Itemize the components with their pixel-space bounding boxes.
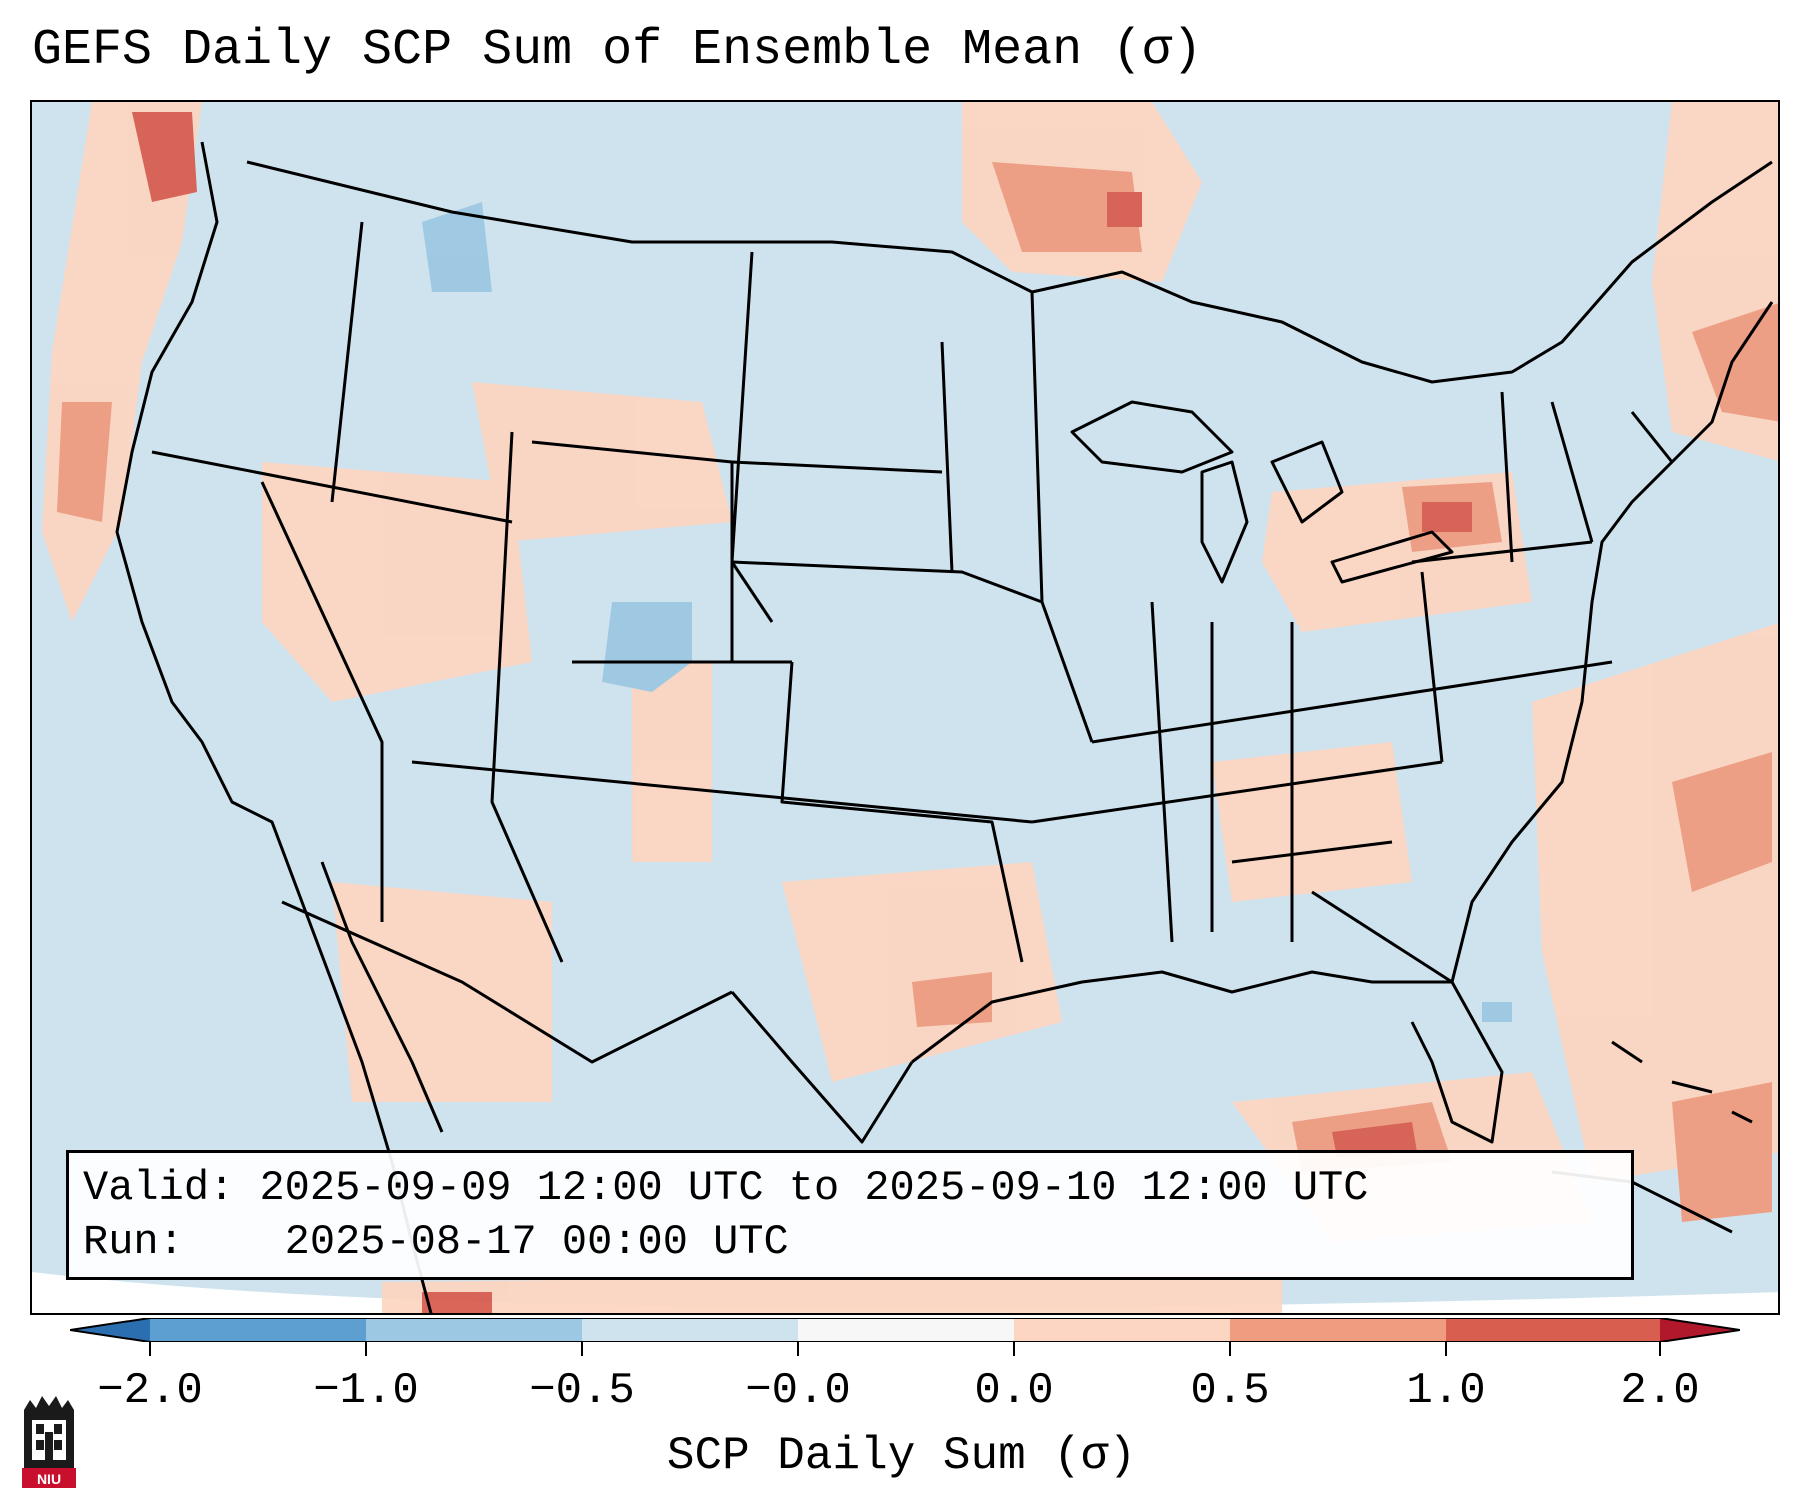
state-line: [1411, 540, 1593, 564]
run-value: 2025-08-17 00:00 UTC: [284, 1218, 789, 1266]
state-line: [1550, 401, 1594, 543]
state-line: [1231, 840, 1393, 864]
patch-texas: [782, 862, 1062, 1082]
valid-label: Valid:: [83, 1164, 235, 1212]
patch-mexico-south: [382, 1272, 1282, 1313]
state-line: [731, 560, 1043, 604]
valid-row: Valid: 2025-09-09 12:00 UTC to 2025-09-1…: [83, 1161, 1617, 1215]
patch-canada-strong: [1107, 192, 1142, 227]
canada-border: [246, 160, 1773, 384]
patch-alabama: [1212, 742, 1412, 902]
tick-label: −1.0: [313, 1366, 419, 1416]
map-canvas: [32, 102, 1778, 1313]
west-coastline: [115, 141, 433, 1313]
lake-huron: [1270, 440, 1344, 524]
colorbar-segment: [582, 1318, 798, 1342]
lake-erie: [1330, 530, 1454, 584]
state-line: [490, 431, 564, 963]
tick-label: 0.0: [974, 1366, 1054, 1416]
tick-label: 2.0: [1620, 1366, 1700, 1416]
patch-new-mexico: [632, 662, 712, 862]
tick-label: −0.0: [745, 1366, 851, 1416]
patch-baja: [332, 882, 552, 1102]
tick-mark: [581, 1342, 583, 1356]
patch-gulf-strong: [1332, 1122, 1417, 1157]
valid-run-infobox: Valid: 2025-09-09 12:00 UTC to 2025-09-1…: [66, 1150, 1634, 1280]
patch-atlantic: [1532, 623, 1778, 1182]
tick-mark: [1659, 1342, 1661, 1356]
svg-text:NIU: NIU: [37, 1471, 61, 1487]
patch-atlantic-mid: [1672, 752, 1772, 892]
patch-great-basin: [262, 462, 532, 702]
state-line: [731, 460, 943, 474]
run-label: Run:: [83, 1218, 184, 1266]
state-line: [1630, 411, 1674, 463]
state-line: [260, 481, 384, 922]
patch-texas-mid: [912, 972, 992, 1027]
state-line: [1420, 571, 1444, 763]
map-outlines: [115, 141, 1774, 1313]
east-coastline: [1450, 301, 1774, 983]
baja-coastline: [320, 861, 444, 1133]
tick-label: −2.0: [97, 1366, 203, 1416]
colorbar-label: SCP Daily Sum (σ): [666, 1430, 1137, 1482]
state-line: [1311, 890, 1453, 984]
state-line: [1500, 391, 1514, 563]
patch-caribbean: [1672, 1082, 1772, 1222]
colorbar-segment: [366, 1318, 582, 1342]
tick-mark: [365, 1342, 367, 1356]
state-line: [411, 760, 1033, 824]
colorbar-extend-left: [70, 1318, 150, 1342]
lake-superior: [1070, 400, 1234, 474]
patch-pennsylvania-strong: [1422, 502, 1472, 532]
patch-northeast-mid: [1692, 303, 1778, 422]
patch-atlantic-negative: [1482, 1002, 1512, 1022]
tick-mark: [1229, 1342, 1231, 1356]
tick-mark: [1013, 1342, 1015, 1356]
colorbar-segment: [798, 1318, 1014, 1342]
state-line: [1030, 291, 1094, 743]
tick-mark: [149, 1342, 151, 1356]
state-line: [1031, 760, 1443, 824]
state-line: [940, 341, 954, 573]
tick-mark: [797, 1342, 799, 1356]
lake-michigan: [1200, 460, 1249, 584]
state-line: [1150, 601, 1174, 943]
patch-canada-mid: [992, 162, 1142, 252]
run-row: Run: 2025-08-17 00:00 UTC: [83, 1215, 1617, 1269]
state-line: [1091, 660, 1613, 744]
state-line: [330, 221, 364, 503]
patch-pacific-nw-strong: [132, 112, 197, 202]
plot-title: GEFS Daily SCP Sum of Ensemble Mean (σ): [32, 22, 1203, 79]
colorbar-segment: [1230, 1318, 1446, 1342]
niu-logo-icon: NIU: [22, 1396, 76, 1488]
tick-mark: [1445, 1342, 1447, 1356]
state-line: [780, 661, 1024, 963]
tick-label: 0.5: [1190, 1366, 1270, 1416]
patch-wyoming: [472, 382, 732, 542]
colorbar-segment: [1446, 1318, 1660, 1342]
mexico-border: [281, 900, 733, 1064]
patch-pacific-nw-mid: [57, 402, 112, 522]
patch-colorado-negative: [602, 602, 692, 692]
gulf-coastline: [911, 970, 1504, 1144]
tick-label: 1.0: [1406, 1366, 1486, 1416]
patch-mexico-strong: [422, 1292, 492, 1313]
texas-coastline: [730, 991, 914, 1144]
state-line: [151, 450, 513, 524]
colorbar-extend-right: [1660, 1318, 1740, 1342]
patch-bc-negative: [422, 202, 492, 292]
valid-value: 2025-09-09 12:00 UTC to 2025-09-10 12:00…: [259, 1164, 1369, 1212]
tick-label: −0.5: [529, 1366, 635, 1416]
bahamas-outline: [1611, 1040, 1753, 1124]
colorbar-segment: [150, 1318, 366, 1342]
colorbar-segment: [1014, 1318, 1230, 1342]
map-panel: [30, 100, 1780, 1315]
colorbar: [70, 1318, 1740, 1342]
